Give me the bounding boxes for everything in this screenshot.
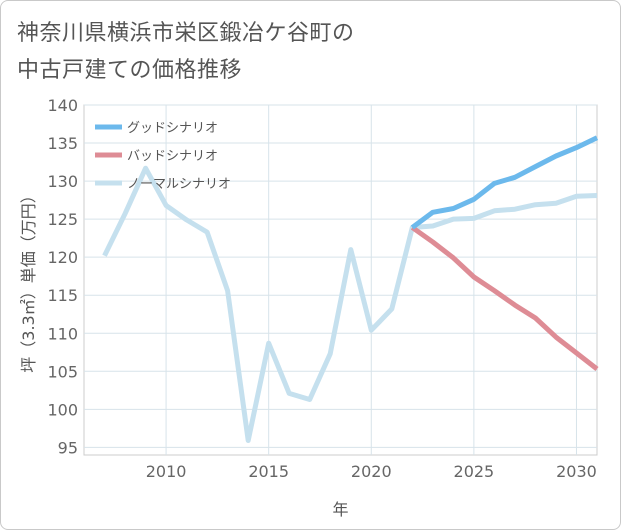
chart-title: 神奈川県横浜市栄区鍛冶ケ谷町の 中古戸建ての価格推移 [17,15,355,89]
y-axis-label: 坪（3.3㎡）単価（万円） [19,187,38,372]
y-tick-label: 115 [47,286,78,305]
y-tick-label: 100 [47,400,78,419]
series-lines [102,135,599,443]
x-tick-label: 2015 [248,462,289,481]
y-tick-label: 110 [47,324,78,343]
y-tick-label: 135 [47,134,78,153]
legend-label: ノーマルシナリオ [127,177,231,192]
y-tick-label: 125 [47,210,78,229]
series-line [410,135,599,230]
x-tick-label: 2010 [146,462,187,481]
y-tick-label: 95 [58,438,78,457]
chart-title-line-1: 神奈川県横浜市栄区鍛冶ケ谷町の [17,21,355,46]
y-tick-label: 105 [47,362,78,381]
tick-labels: 95 100 105 110 115 120 125 130 135 140 2010 2015 202… [47,96,596,481]
x-tick-label: 2030 [556,462,597,481]
series-line [410,225,599,371]
x-tick-label: 2025 [454,462,495,481]
x-axis-label: 年 [332,500,348,519]
chart-title-line-2: 中古戸建ての価格推移 [17,58,243,83]
y-tick-label: 120 [47,248,78,267]
y-tick-label: 130 [47,172,78,191]
y-tick-label: 140 [47,96,78,115]
x-tick-label: 2020 [351,462,392,481]
legend-label: バッドシナリオ [127,149,218,164]
legend-label: グッドシナリオ [127,121,218,136]
grid-lines [83,104,598,456]
series-line [102,165,598,443]
